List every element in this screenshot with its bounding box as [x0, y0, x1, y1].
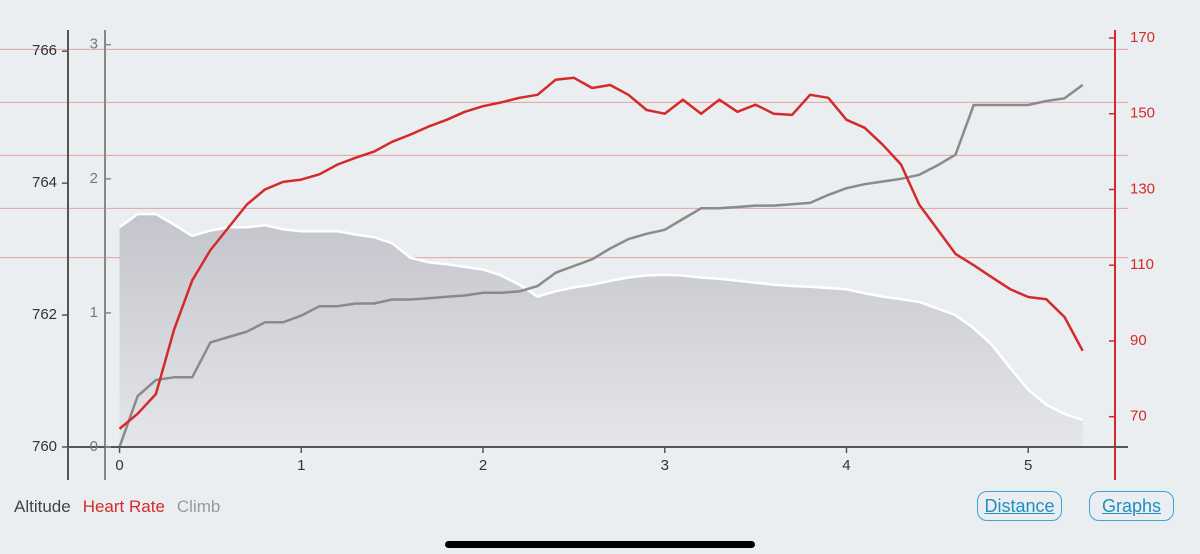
legend-entry: Climb: [176, 497, 221, 516]
legend: Altitude Heart Rate Climb: [14, 497, 220, 517]
legend-entry: Altitude: [14, 497, 71, 516]
y2-tick-label: 130: [1130, 180, 1155, 197]
graphs-button[interactable]: Graphs: [1089, 491, 1174, 521]
home-indicator: [445, 541, 755, 548]
x-tick-label: 3: [661, 457, 669, 474]
y2-tick-label: 70: [1130, 408, 1147, 425]
chart: 760 762 764 766 0 1 2 3 70 90 110 130 150 170 0 1 2 3 4 5: [0, 29, 1155, 480]
y2-tick-label: 110: [1130, 256, 1154, 273]
y2-tick-label: 90: [1130, 332, 1147, 349]
legend-entry: Heart Rate: [82, 497, 165, 516]
x-tick-label: 4: [842, 457, 850, 474]
y-tick-label: 764: [32, 174, 57, 191]
y-tick-label: 766: [32, 42, 57, 59]
altitude-area: [119, 214, 1083, 447]
y2-tick-label: 150: [1130, 105, 1155, 122]
distance-button[interactable]: Distance: [977, 491, 1062, 521]
series-line: [118, 76, 1084, 430]
y3-tick-label: 2: [90, 170, 98, 187]
x-tick-label: 1: [297, 457, 305, 474]
x-tick-label: 0: [115, 457, 123, 474]
y2-tick-label: 170: [1130, 29, 1155, 46]
series-line: [118, 83, 1084, 448]
y3-tick-label: 1: [90, 304, 98, 321]
x-tick-label: 5: [1024, 457, 1032, 474]
x-tick-label: 2: [479, 457, 487, 474]
y3-tick-label: 3: [90, 36, 98, 53]
altitude-line: [118, 212, 1084, 422]
y-tick-label: 760: [32, 438, 57, 455]
y3-tick-label: 0: [90, 438, 98, 455]
y-tick-label: 762: [32, 306, 57, 323]
